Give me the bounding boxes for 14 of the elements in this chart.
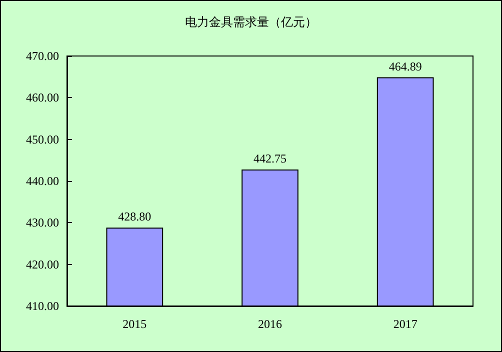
y-tick-label: 410.00 <box>26 299 59 313</box>
x-tick-label: 2015 <box>122 317 147 331</box>
y-tick-label: 450.00 <box>26 132 59 146</box>
y-tick-label: 440.00 <box>26 174 59 188</box>
chart-title: 电力金具需求量（亿元） <box>185 15 317 29</box>
data-label: 428.80 <box>118 210 152 224</box>
y-tick-label: 460.00 <box>26 90 59 105</box>
data-label: 442.75 <box>254 152 286 166</box>
x-tick-label: 2016 <box>258 317 282 331</box>
y-tick-label: 430.00 <box>26 216 59 230</box>
y-tick-label: 420.00 <box>26 257 59 272</box>
data-label: 464.89 <box>388 59 422 74</box>
y-tick-label: 470.00 <box>26 49 59 63</box>
x-tick-label: 2017 <box>393 317 418 331</box>
